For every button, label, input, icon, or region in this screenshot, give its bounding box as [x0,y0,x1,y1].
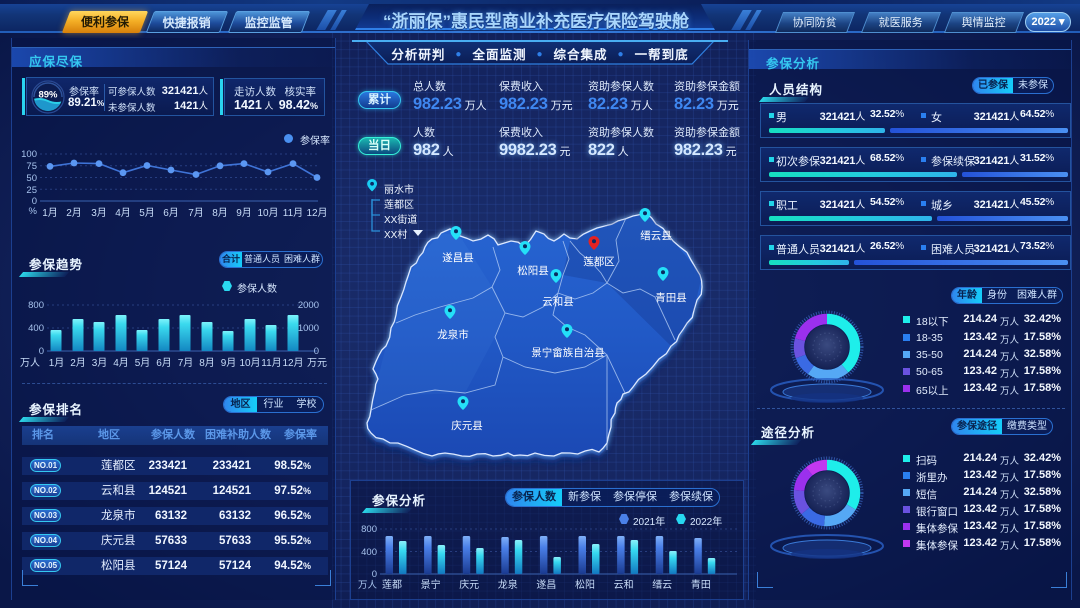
svg-text:万人: 万人 [358,580,378,591]
svg-text:0: 0 [314,346,319,357]
svg-text:万人: 万人 [20,357,40,369]
svg-text:遂昌县: 遂昌县 [442,251,474,264]
svg-text:9月: 9月 [236,207,252,219]
svg-text:3月: 3月 [92,357,108,369]
svg-text:75: 75 [26,161,37,172]
svg-text:1000: 1000 [298,323,319,334]
svg-text:0: 0 [39,346,44,357]
svg-text:11月: 11月 [283,207,303,219]
svg-text:7月: 7月 [178,357,194,369]
svg-text:4月: 4月 [115,207,131,219]
svg-text:0: 0 [372,569,377,580]
svg-text:%: % [29,206,38,217]
svg-text:11月: 11月 [261,357,281,369]
svg-text:400: 400 [361,547,377,558]
svg-text:遂昌: 遂昌 [536,578,556,591]
svg-text:云和县: 云和县 [542,296,574,308]
svg-text:50: 50 [26,173,37,184]
svg-text:6月: 6月 [163,207,179,219]
svg-text:缙云县: 缙云县 [640,229,672,242]
svg-text:800: 800 [28,300,44,311]
svg-text:松阳县: 松阳县 [517,264,549,277]
svg-text:4月: 4月 [113,357,129,369]
svg-text:莲都: 莲都 [382,579,402,591]
svg-text:100: 100 [21,149,37,160]
svg-text:缙云: 缙云 [652,578,672,591]
svg-text:12月: 12月 [282,357,303,369]
svg-text:0: 0 [32,196,37,207]
svg-text:6月: 6月 [156,357,172,369]
svg-text:5月: 5月 [135,357,151,369]
svg-text:800: 800 [361,524,377,535]
svg-text:1月: 1月 [42,207,58,219]
svg-text:景宁: 景宁 [421,578,441,591]
svg-text:龙泉: 龙泉 [498,578,518,591]
svg-text:青田: 青田 [691,578,711,591]
svg-text:5月: 5月 [139,207,155,219]
svg-text:3月: 3月 [91,207,107,219]
svg-text:25: 25 [26,185,37,196]
svg-text:莲都区: 莲都区 [583,256,615,268]
svg-text:1月: 1月 [49,357,65,369]
svg-text:庆元: 庆元 [459,578,479,591]
svg-text:89%: 89% [38,90,58,101]
svg-text:松阳: 松阳 [575,578,595,591]
svg-text:8月: 8月 [212,207,228,219]
svg-text:10月: 10月 [257,207,278,219]
svg-text:9月: 9月 [221,357,237,369]
svg-text:庆元县: 庆元县 [451,419,483,432]
svg-text:青田县: 青田县 [655,291,687,304]
svg-text:2000: 2000 [298,300,319,311]
svg-text:8月: 8月 [199,357,215,369]
svg-text:7月: 7月 [188,207,204,219]
svg-text:景宁畲族自治县: 景宁畲族自治县 [531,346,605,359]
svg-text:400: 400 [28,323,44,334]
svg-text:龙泉市: 龙泉市 [437,328,469,341]
svg-text:万元: 万元 [307,358,327,369]
svg-text:2月: 2月 [70,357,86,369]
svg-text:云和: 云和 [614,579,634,591]
svg-text:10月: 10月 [239,357,260,369]
svg-text:2月: 2月 [66,207,82,219]
svg-text:12月: 12月 [306,207,326,219]
